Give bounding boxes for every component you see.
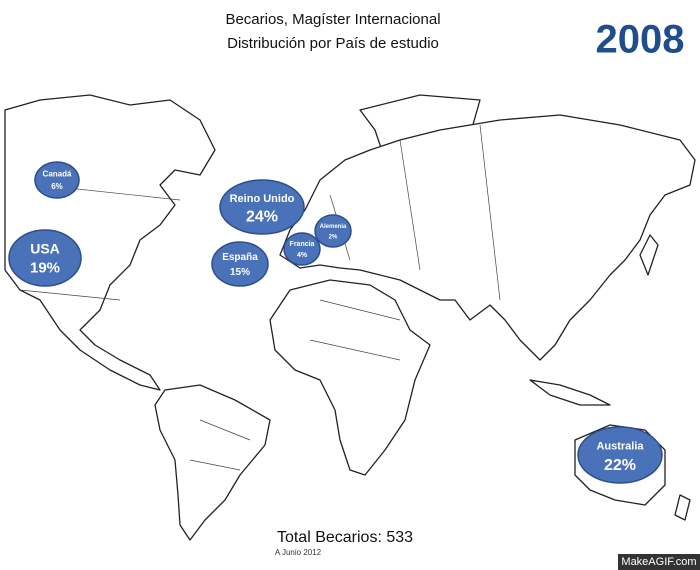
date-note: A Junio 2012: [275, 548, 322, 557]
south-america: [154, 384, 271, 541]
bubble-share: 19%: [30, 260, 60, 277]
bubble-share: 24%: [246, 208, 278, 225]
japan: [639, 234, 659, 276]
bubble: [577, 426, 663, 484]
bubble: [283, 232, 321, 266]
watermark-bar: [618, 554, 700, 570]
title-line: Becarios, Magíster Internacional: [225, 11, 440, 28]
new-zealand: [674, 494, 691, 521]
bubble: [314, 214, 352, 248]
bubble-name: Reino Unido: [230, 193, 295, 205]
total: Total Becarios: 533: [277, 529, 413, 546]
bubble-share: 2%: [329, 235, 338, 241]
bubbles: Canadá 6% USA 19% Reino Unido 24% España 15% Fra…: [8, 161, 663, 484]
bubble-name: España: [222, 252, 258, 263]
bubble-share: 22%: [604, 457, 636, 474]
bubble: [34, 161, 80, 199]
bubble-name: Australia: [596, 441, 644, 453]
africa: [269, 279, 431, 476]
bubble-share: 6%: [51, 182, 63, 191]
bubble: [8, 229, 82, 287]
bubble-name: Canadá: [43, 170, 72, 179]
indonesia: [529, 379, 611, 406]
bubble-share: 4%: [297, 252, 308, 259]
bubble-share: 15%: [230, 267, 250, 278]
watermark: MakeAGIF.com: [621, 556, 696, 568]
bubble: [211, 241, 269, 287]
bubble: [219, 179, 305, 235]
bubble-name: Francia: [290, 241, 315, 248]
subtitle-line: Distribución por País de estudio: [227, 35, 439, 52]
bubble-name: USA: [30, 240, 60, 256]
year: 2008: [596, 18, 685, 62]
bubble-name: Alemenia: [320, 224, 347, 230]
